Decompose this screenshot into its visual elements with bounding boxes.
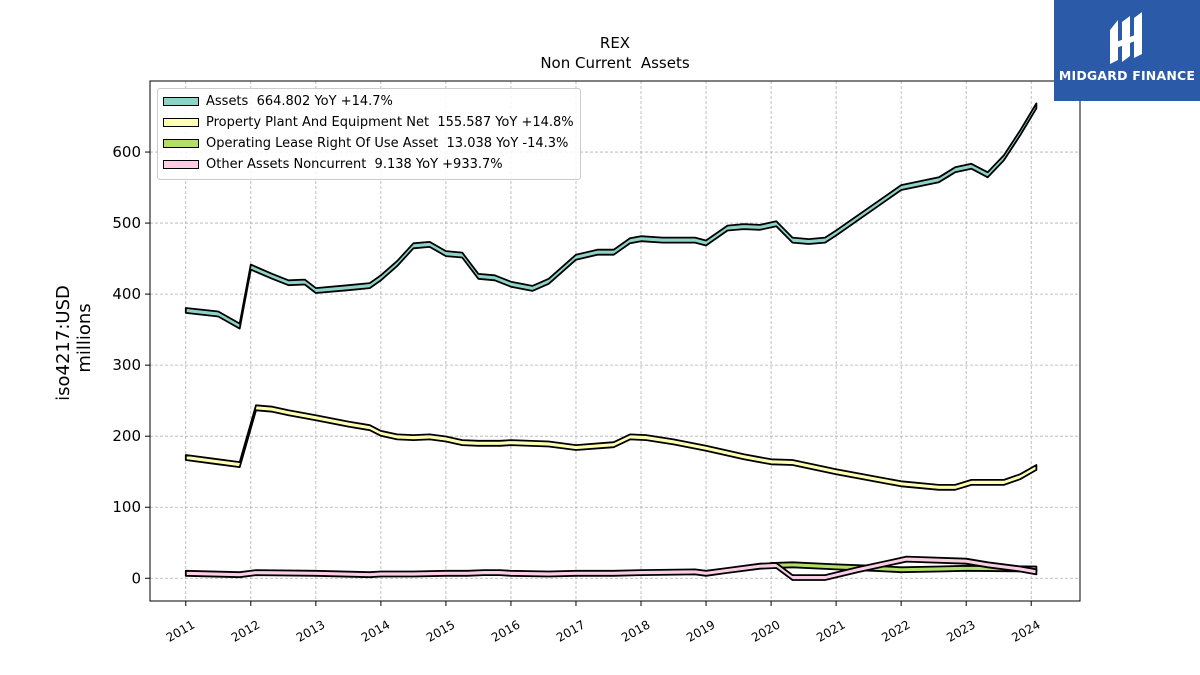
y-tick-label: 400 xyxy=(112,285,141,303)
legend-item: Assets 664.802 YoY +14.7% xyxy=(163,91,574,112)
x-tick-label: 2011 xyxy=(164,617,197,644)
x-tick-label: 2015 xyxy=(424,617,457,644)
y-tick-label: 300 xyxy=(112,356,141,374)
y-tick-label: 500 xyxy=(112,214,141,232)
legend-label-lease: Operating Lease Right Of Use Asset 13.03… xyxy=(206,136,569,151)
x-tick-label: 2018 xyxy=(619,617,652,644)
x-tick-label: 2012 xyxy=(229,617,262,644)
x-axis: 2011 2012 2013 2014 2015 2016 2017 2018 2019 2020… xyxy=(164,601,1043,645)
chart-title: REX xyxy=(600,34,630,52)
y-tick-label: 200 xyxy=(112,427,141,445)
legend-swatch-ppe xyxy=(163,118,199,127)
legend-label-ppe: Property Plant And Equipment Net 155.587… xyxy=(206,115,574,130)
y-axis: 0 100 200 300 400 500 600 xyxy=(112,143,150,587)
x-tick-label: 2020 xyxy=(749,617,782,644)
series-band-0 xyxy=(184,102,1038,330)
y-axis-label-units: millions xyxy=(74,303,95,372)
x-tick-label: 2024 xyxy=(1009,617,1042,644)
legend-swatch-assets xyxy=(163,97,199,106)
x-tick-label: 2014 xyxy=(359,617,392,644)
y-tick-label: 600 xyxy=(112,143,141,161)
logo-mark-icon xyxy=(1110,12,1142,64)
x-tick-label: 2017 xyxy=(554,617,587,644)
legend-label-assets: Assets 664.802 YoY +14.7% xyxy=(206,94,393,109)
series-layer xyxy=(184,102,1038,581)
y-tick-label: 0 xyxy=(131,569,141,587)
plot-frame xyxy=(149,80,1081,602)
legend-swatch-other xyxy=(163,160,199,169)
brand-name: MIDGARD FINANCE xyxy=(1058,68,1196,83)
legend-item: Other Assets Noncurrent 9.138 YoY +933.7… xyxy=(163,154,574,175)
x-tick-label: 2013 xyxy=(294,617,327,644)
brand-logo: MIDGARD FINANCE xyxy=(1054,0,1200,101)
x-tick-label: 2023 xyxy=(944,617,977,644)
y-axis-label: iso4217:USD xyxy=(53,285,74,401)
x-tick-label: 2022 xyxy=(879,617,912,644)
legend-swatch-lease xyxy=(163,139,199,148)
chart-subtitle: Non Current Assets xyxy=(540,54,690,72)
x-tick-label: 2016 xyxy=(489,617,522,644)
legend: Assets 664.802 YoY +14.7% Property Plant… xyxy=(157,88,581,180)
legend-label-other: Other Assets Noncurrent 9.138 YoY +933.7… xyxy=(206,157,503,172)
series-band-3 xyxy=(184,555,1038,581)
legend-item: Property Plant And Equipment Net 155.587… xyxy=(163,112,574,133)
series-band-1 xyxy=(184,404,1038,491)
x-tick-label: 2019 xyxy=(684,617,717,644)
legend-item: Operating Lease Right Of Use Asset 13.03… xyxy=(163,133,574,154)
y-tick-label: 100 xyxy=(112,498,141,516)
x-tick-label: 2021 xyxy=(814,617,847,644)
